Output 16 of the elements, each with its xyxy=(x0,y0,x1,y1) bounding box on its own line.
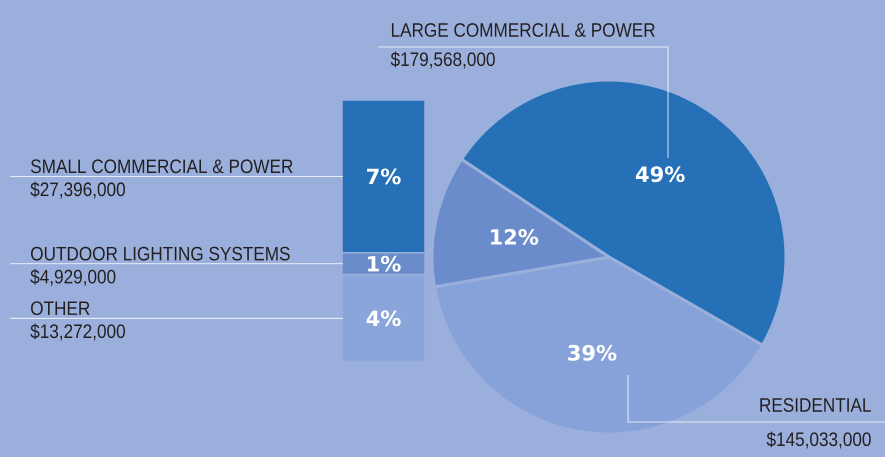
annotation: $4,929,000 xyxy=(30,268,116,286)
text: $145,033,000 xyxy=(766,432,871,448)
annotation: $27,396,000 xyxy=(30,182,125,199)
annotation: $13,272,000 xyxy=(30,324,125,340)
data-label: 4% xyxy=(366,310,401,326)
text: OTHER xyxy=(31,301,90,316)
data-label: 12% xyxy=(490,228,538,245)
slice-label: RESIDENTIAL xyxy=(760,398,871,412)
data-label: 49% xyxy=(636,166,685,182)
data-label: 39% xyxy=(568,344,616,361)
text: OUTDOOR LIGHTING SYSTEMS xyxy=(31,246,290,261)
data-label: 7% xyxy=(367,168,401,184)
text: SMALL COMMERCIAL & POWER xyxy=(31,159,293,174)
slice-label: LARGE COMMERCIAL & POWER xyxy=(392,23,655,37)
data-label: 1% xyxy=(368,256,401,272)
text: $179,568,000 xyxy=(390,52,495,68)
